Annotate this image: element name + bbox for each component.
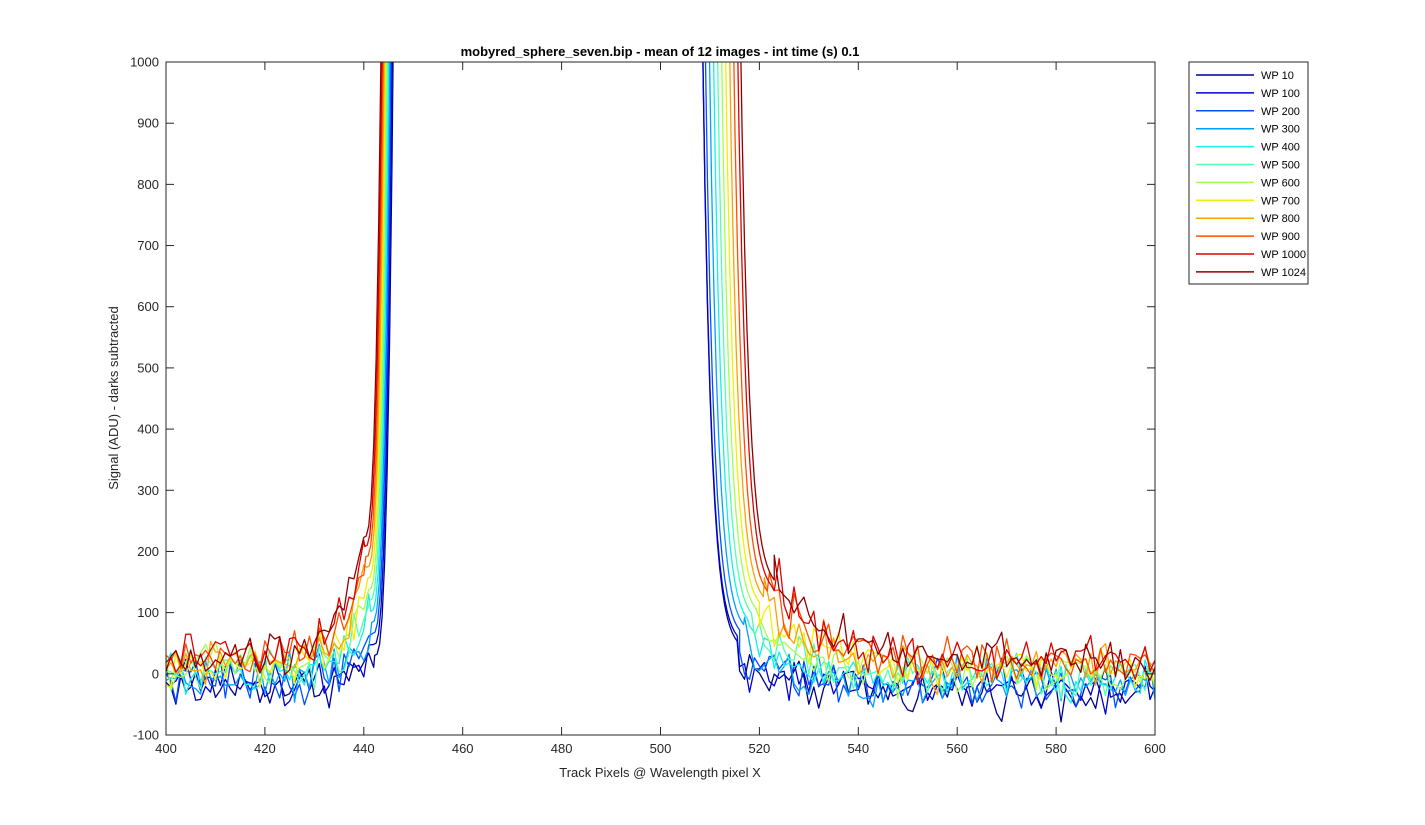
legend-label: WP 500 (1261, 160, 1300, 172)
x-axis-label: Track Pixels @ Wavelength pixel X (559, 765, 761, 780)
y-tick-label: 1000 (130, 55, 159, 70)
chart-title: mobyred_sphere_seven.bip - mean of 12 im… (461, 44, 860, 59)
x-tick-label: 560 (946, 741, 968, 756)
legend-label: WP 900 (1261, 231, 1300, 243)
legend-label: WP 200 (1261, 106, 1300, 118)
legend: WP 10 WP 100 WP 200 WP 300 WP 400 WP 500 WP 60… (1188, 61, 1309, 285)
legend-label: WP 700 (1261, 195, 1300, 207)
series-line (166, 62, 1155, 691)
y-tick-label: 600 (137, 299, 159, 314)
x-tick-label: 520 (749, 741, 771, 756)
y-tick-label: 0 (152, 666, 159, 681)
series-line (166, 62, 1155, 685)
y-tick-label: -100 (133, 728, 159, 743)
legend-label: WP 1000 (1261, 249, 1306, 261)
x-tick-label: 600 (1144, 741, 1166, 756)
x-tick-label: 500 (650, 741, 672, 756)
x-tick-label: 480 (551, 741, 573, 756)
legend-label: WP 800 (1261, 213, 1300, 225)
legend-box (1188, 61, 1309, 285)
series-line (166, 62, 1155, 700)
series-line (166, 62, 1155, 708)
legend-label: WP 300 (1261, 124, 1300, 136)
y-tick-label: 400 (137, 422, 159, 437)
y-tick-label: 700 (137, 238, 159, 253)
y-tick-label: 500 (137, 360, 159, 375)
legend-label: WP 10 (1261, 70, 1294, 82)
y-tick-label: 200 (137, 544, 159, 559)
axis-ticks: 400 420 440 460 480 500 520 540 560 580 600 -100 0 10… (130, 55, 1166, 757)
legend-label: WP 100 (1261, 88, 1300, 100)
x-tick-label: 580 (1045, 741, 1067, 756)
x-tick-label: 400 (155, 741, 177, 756)
series-line (166, 62, 1155, 700)
y-tick-label: 300 (137, 483, 159, 498)
series-line (166, 62, 1155, 684)
y-tick-label: 100 (137, 605, 159, 620)
series-line (166, 62, 1155, 704)
series-line (166, 62, 1155, 709)
y-axis-label: Signal (ADU) - darks subtracted (106, 306, 121, 490)
legend-label: WP 1024 (1261, 267, 1306, 279)
series-group (166, 62, 1155, 723)
x-tick-label: 460 (452, 741, 474, 756)
plot-frame (165, 61, 1156, 736)
legend-label: WP 400 (1261, 142, 1300, 154)
series-line (166, 62, 1155, 681)
series-line (166, 62, 1155, 723)
series-line (166, 62, 1155, 715)
x-tick-label: 420 (254, 741, 276, 756)
legend-label: WP 600 (1261, 177, 1300, 189)
series-line (166, 62, 1155, 696)
x-tick-label: 440 (353, 741, 375, 756)
x-tick-label: 540 (847, 741, 869, 756)
y-tick-label: 900 (137, 116, 159, 131)
y-tick-label: 800 (137, 177, 159, 192)
